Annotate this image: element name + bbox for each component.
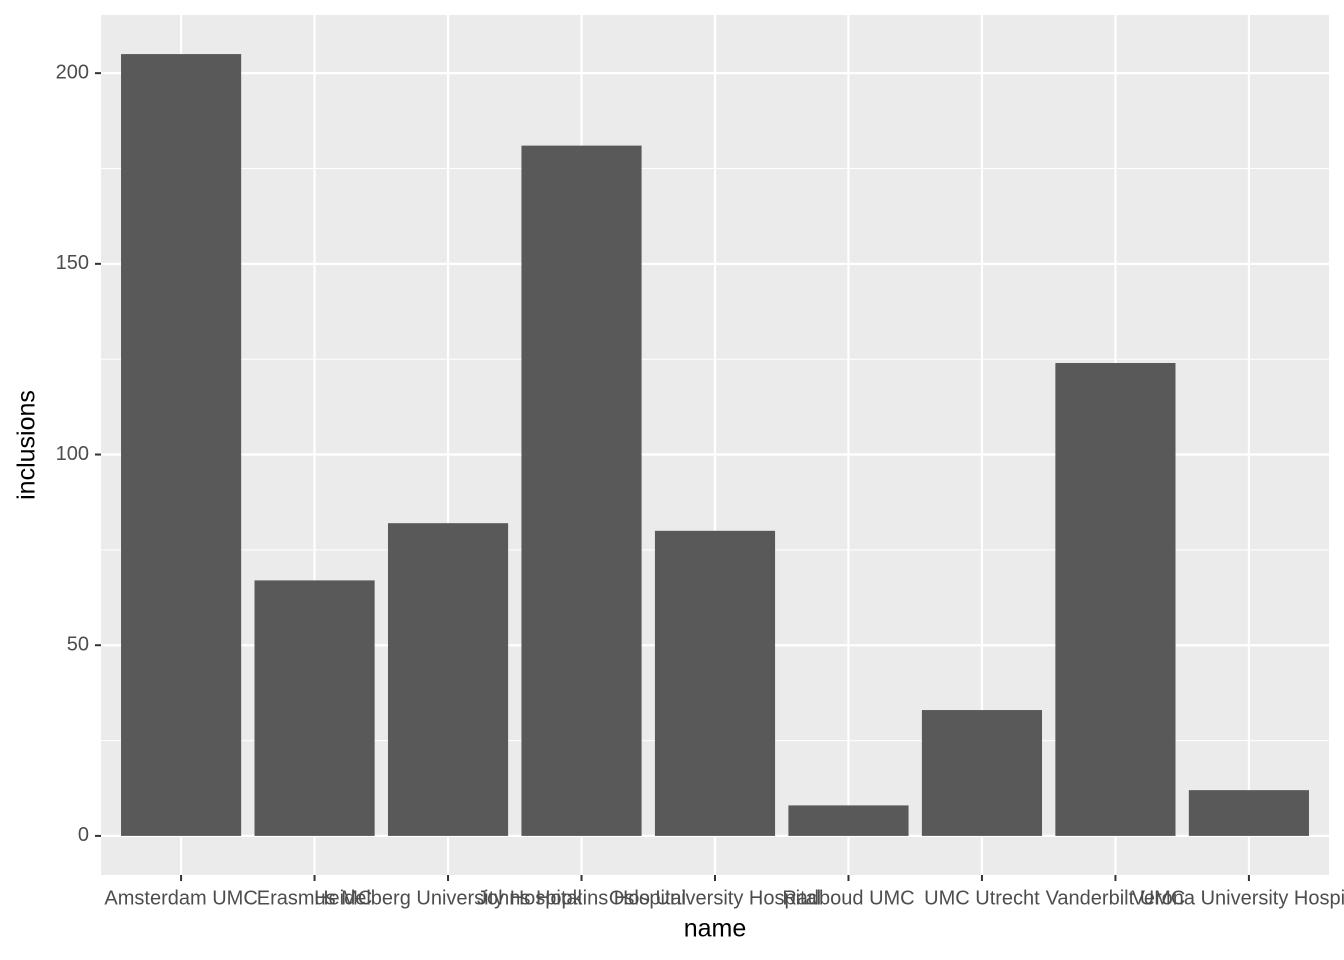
y-axis-title: inclusions xyxy=(13,390,41,500)
bar xyxy=(788,805,909,836)
bar xyxy=(121,54,242,836)
y-tick-label: 0 xyxy=(78,824,89,846)
x-tick-label: Erasmus MC xyxy=(257,887,373,909)
x-tick-label: Vanderbilt UMC xyxy=(1046,887,1186,909)
x-tick-label: Heidelberg University Hospital xyxy=(314,887,582,909)
bar xyxy=(921,710,1043,836)
x-tick-label: Verona University Hospital xyxy=(1132,887,1344,909)
x-tick-label: UMC Utrecht xyxy=(924,887,1040,909)
bar xyxy=(654,530,776,836)
x-tick-label: Johns Hopkins Hospital xyxy=(477,887,686,909)
x-axis-title: name xyxy=(684,915,747,943)
bar xyxy=(1188,790,1309,836)
x-tick-label: Oslo University Hospital xyxy=(609,887,821,909)
y-tick-label: 200 xyxy=(56,61,89,83)
bar xyxy=(521,145,642,836)
bar xyxy=(387,523,509,836)
y-tick-label: 150 xyxy=(56,252,89,274)
bar xyxy=(254,580,375,836)
y-tick-label: 100 xyxy=(56,443,89,465)
x-tick-label: Radboud UMC xyxy=(782,887,914,909)
y-tick-label: 50 xyxy=(67,634,89,656)
bar xyxy=(1055,363,1176,836)
x-tick-label: Amsterdam UMC xyxy=(104,887,257,909)
